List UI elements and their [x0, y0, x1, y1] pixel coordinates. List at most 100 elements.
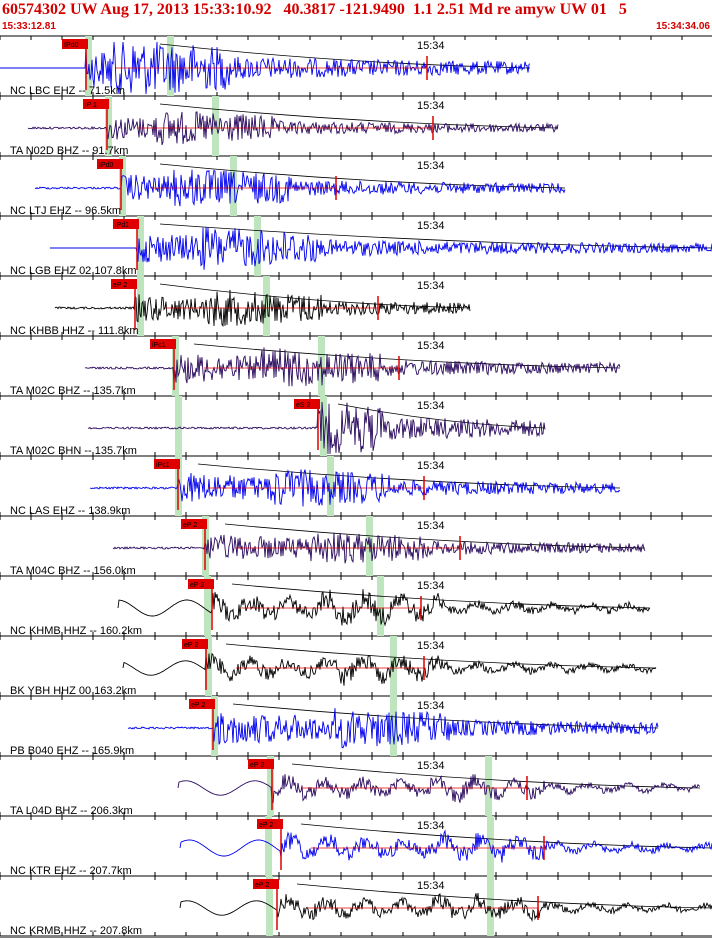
phase-band	[487, 876, 494, 936]
minute-label: 15:34	[417, 40, 445, 52]
waveform	[84, 347, 621, 387]
minute-label: 15:34	[417, 400, 445, 412]
phase-band	[211, 696, 218, 756]
pick-flag	[181, 519, 207, 529]
phase-band	[137, 216, 144, 276]
minute-label: 15:34	[417, 760, 445, 772]
minute-label: 15:34	[417, 160, 445, 172]
pick-flag	[294, 399, 320, 409]
start-time: 15:33:12.81	[2, 21, 56, 32]
minute-label: 15:34	[417, 340, 445, 352]
travel-time-curve	[197, 463, 621, 489]
station-label: TA M02C BHZ -- 135.7km	[10, 385, 136, 397]
travel-time-curve	[291, 763, 701, 789]
station-label: TA L04D BHZ -- 206.3km	[10, 805, 133, 817]
waveform	[122, 652, 657, 686]
pick-label: eP 2	[250, 762, 264, 769]
minute-label: 15:34	[417, 580, 445, 592]
pick-label: IPd0	[99, 162, 114, 169]
station-label: NC KHBB HHZ -- 111.8km	[10, 325, 139, 337]
waveform	[112, 532, 646, 564]
pick-label: IPd0	[64, 42, 79, 49]
pick-flag	[257, 819, 283, 829]
waveform	[27, 111, 559, 146]
station-label: BK YBH HHZ 00 163.2km	[10, 685, 136, 697]
phase-band	[172, 336, 179, 396]
waveform	[34, 169, 566, 207]
pick-label: eP 2	[113, 282, 127, 289]
pick-flag	[83, 99, 109, 109]
waveform	[127, 708, 659, 749]
pick-label: eS 2	[296, 402, 311, 409]
minute-label: 15:34	[417, 880, 445, 892]
pick-label: iPc1	[152, 342, 166, 349]
phase-band	[390, 696, 397, 756]
station-label: NC KRMB HHZ -- 207.8km	[10, 925, 142, 937]
pick-flag	[253, 879, 279, 889]
station-label: TA M04C BHZ -- 156.0km	[10, 565, 136, 577]
waveform	[0, 41, 531, 95]
pick-label: eP 2	[191, 702, 205, 709]
phase-band	[204, 576, 211, 636]
travel-time-curve	[159, 163, 566, 189]
pick-label: eP 2	[184, 642, 198, 649]
station-label: NC KHMB HHZ -- 160.2km	[10, 625, 142, 637]
station-label: NC LGB EHZ 02 107.8km	[10, 265, 137, 277]
pick-flag	[111, 279, 137, 289]
pick-flag	[189, 699, 215, 709]
phase-band	[377, 576, 384, 636]
station-label: NC KTR EHZ -- 207.7km	[10, 865, 132, 877]
phase-band	[265, 816, 272, 876]
pick-label: iPd1	[115, 222, 129, 229]
phase-band	[263, 276, 270, 336]
travel-time-curve	[337, 403, 546, 429]
travel-time-curve	[231, 583, 651, 609]
minute-label: 15:34	[417, 280, 445, 292]
station-label: NC LAS EHZ -- 138.9km	[10, 505, 130, 517]
minute-label: 15:34	[417, 520, 445, 532]
phase-band	[266, 876, 273, 936]
travel-time-curve	[159, 223, 712, 249]
phase-band	[267, 756, 274, 816]
minute-label: 15:34	[417, 100, 445, 112]
waveform	[179, 829, 712, 863]
waveform	[177, 774, 701, 804]
station-label: NC LBC EHZ -- 71.5km	[10, 85, 125, 97]
waveform	[87, 401, 546, 455]
pick-label: eP 2	[259, 822, 273, 829]
pick-label: eP 2	[255, 882, 269, 889]
pick-label: iP 1	[85, 102, 97, 109]
pick-label: eP 2	[190, 582, 204, 589]
pick-flag	[188, 579, 214, 589]
pick-label: eP 2	[183, 522, 197, 529]
pick-flag	[154, 459, 180, 469]
minute-label: 15:34	[417, 220, 445, 232]
pick-flag	[182, 639, 208, 649]
phase-band	[137, 276, 144, 336]
phase-band	[105, 96, 112, 156]
travel-time-curve	[159, 283, 471, 309]
minute-label: 15:34	[417, 700, 445, 712]
station-label: TA N02D BHZ -- 91.7km	[10, 145, 128, 157]
station-label: TA M02C BHN -- 135.7km	[10, 445, 137, 457]
travel-time-curve	[159, 103, 559, 129]
waveform	[50, 226, 712, 270]
phase-band	[327, 456, 334, 516]
pick-flag	[62, 39, 88, 49]
station-label: NC LTJ EHZ -- 96.5km	[10, 205, 121, 217]
minute-label: 15:34	[417, 820, 445, 832]
travel-time-curve	[224, 523, 646, 549]
minute-label: 15:34	[417, 640, 445, 652]
pick-label: iPc1	[156, 462, 170, 469]
waveform	[117, 589, 651, 627]
pick-flag	[248, 759, 274, 769]
pick-flag	[150, 339, 176, 349]
phase-band	[175, 396, 182, 456]
event-title: 60574302 UW Aug 17, 2013 15:33:10.92 40.…	[2, 1, 627, 18]
minute-label: 15:34	[417, 460, 445, 472]
waveform	[179, 892, 712, 923]
end-time: 15:34:34.06	[656, 21, 710, 32]
travel-time-curve	[300, 823, 712, 849]
phase-band	[119, 156, 126, 216]
